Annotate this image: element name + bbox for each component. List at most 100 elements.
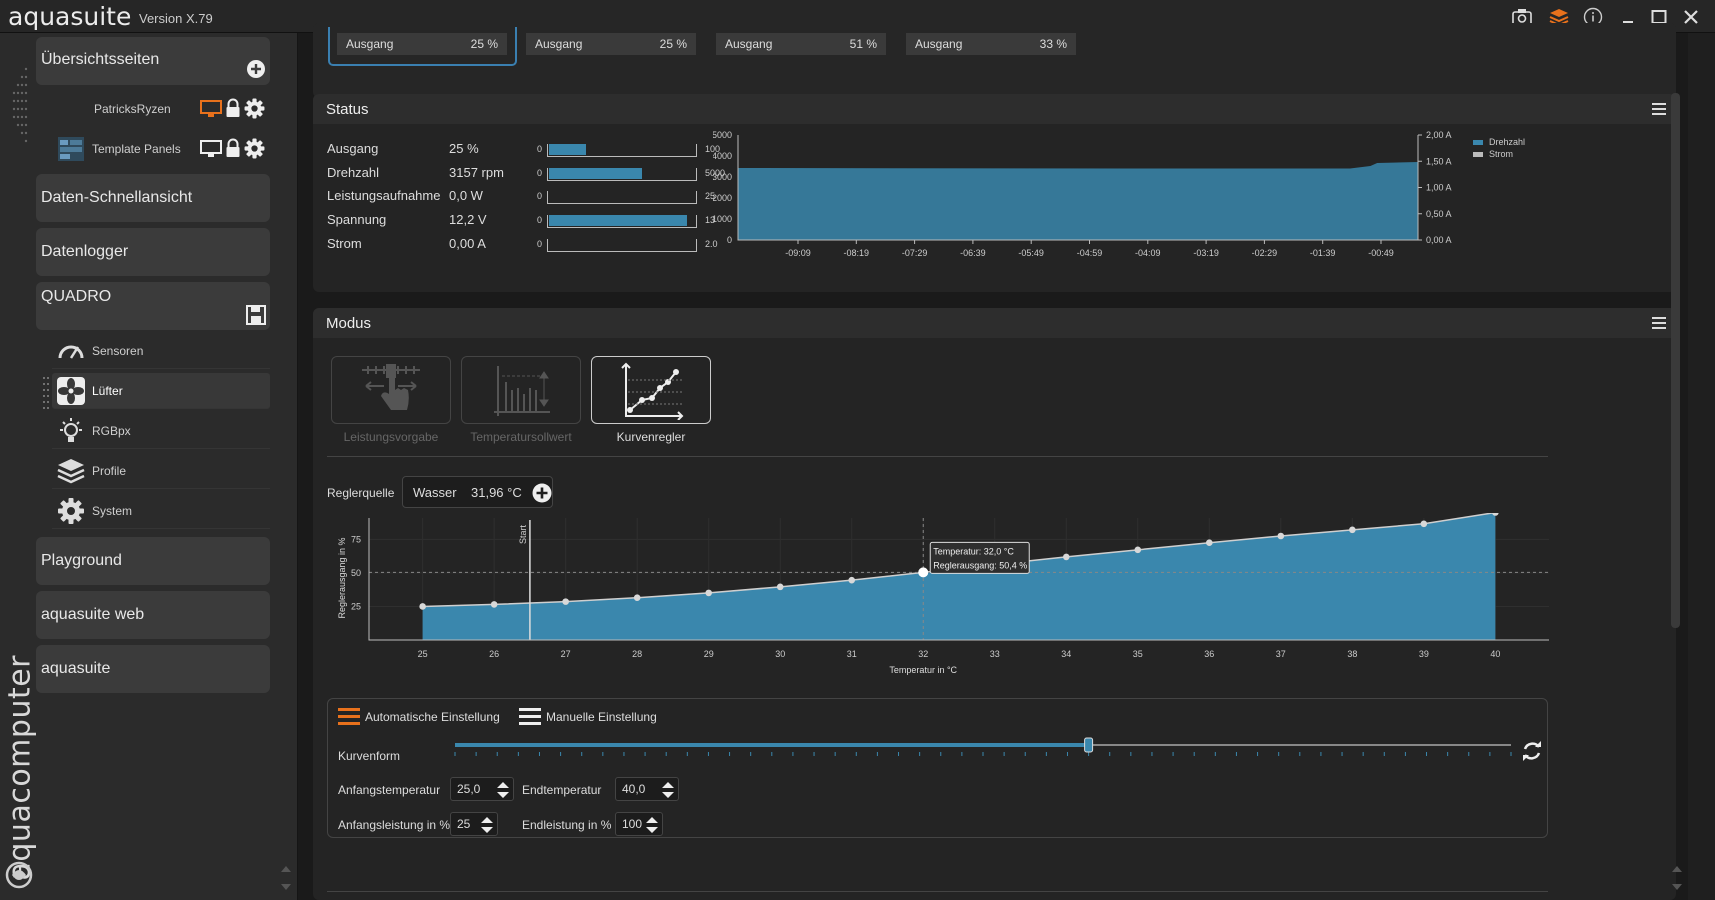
tile-2[interactable]: Ausgang 51 % bbox=[716, 33, 886, 55]
gear-icon bbox=[58, 497, 84, 524]
sidebar-item-playground[interactable]: Playground bbox=[36, 537, 270, 585]
gear-icon[interactable] bbox=[244, 138, 265, 159]
sidebar-item-profiles[interactable]: Profile bbox=[52, 453, 270, 489]
spin-arrows-icon[interactable] bbox=[661, 781, 675, 799]
sidebar-item-aquasuite-web[interactable]: aquasuite web bbox=[36, 591, 270, 639]
sidebar-item-label: aquasuite bbox=[41, 660, 111, 677]
scroll-arrows-icon[interactable] bbox=[280, 863, 292, 893]
curve-point[interactable] bbox=[1492, 513, 1499, 516]
end-power-input[interactable]: 100 bbox=[615, 812, 663, 836]
curve-point[interactable] bbox=[562, 598, 569, 605]
tile-3[interactable]: Ausgang 33 % bbox=[906, 33, 1076, 55]
auto-setting-option[interactable]: Automatische Einstellung bbox=[337, 706, 500, 728]
tile-0[interactable]: Ausgang 25 % bbox=[337, 33, 507, 55]
status-row-bar-fill bbox=[549, 144, 586, 155]
curve-area bbox=[422, 513, 1496, 640]
start-power-input[interactable]: 25 bbox=[450, 812, 498, 836]
sidebar-item-system[interactable]: System bbox=[52, 493, 270, 529]
tile-1[interactable]: Ausgang 25 % bbox=[526, 33, 696, 55]
lock-icon[interactable] bbox=[225, 138, 241, 158]
sidebar: Übersichtsseiten PatricksRyzen Template … bbox=[0, 33, 298, 900]
sidebar-item-datalogger[interactable]: Datenlogger bbox=[36, 228, 270, 276]
curve-point[interactable] bbox=[1349, 526, 1356, 534]
sidebar-item-aquasuite[interactable]: aquasuite bbox=[36, 645, 270, 693]
end-temp-label: Endtemperatur bbox=[522, 783, 602, 797]
overview-item-template-panels[interactable]: Template Panels bbox=[52, 131, 270, 167]
y2-tick-label: 0,50 A bbox=[1426, 209, 1452, 219]
value-tooltip: Temperatur: 32,0 °C Reglerausgang: 50,4 % bbox=[929, 541, 1030, 574]
tile-label: Ausgang bbox=[725, 37, 773, 51]
slider-handle[interactable] bbox=[1084, 737, 1094, 753]
sidebar-item-device[interactable]: QUADRO bbox=[36, 282, 270, 330]
main-content: Ausgang 25 % Ausgang 25 % Ausgang 51 % A… bbox=[298, 23, 1688, 900]
overview-block[interactable]: Übersichtsseiten bbox=[36, 37, 270, 85]
y-tick-label: 50 bbox=[351, 568, 361, 578]
legend-label: Strom bbox=[1489, 149, 1513, 159]
spin-arrows-icon[interactable] bbox=[496, 781, 510, 799]
start-temp-input[interactable]: 25,0 bbox=[450, 777, 514, 801]
menu-icon[interactable] bbox=[1652, 103, 1666, 115]
x-tick-label: 30 bbox=[775, 649, 785, 659]
curve-point[interactable] bbox=[1206, 539, 1213, 547]
end-temp-input[interactable]: 40,0 bbox=[615, 777, 679, 801]
curve-point[interactable] bbox=[705, 589, 712, 597]
legend-swatch bbox=[1473, 152, 1483, 157]
sidebar-item-rgbpx[interactable]: RGBpx bbox=[52, 413, 270, 449]
status-row-bar-fill bbox=[549, 215, 688, 227]
x-tick-label: -03:19 bbox=[1193, 248, 1219, 258]
add-icon[interactable] bbox=[532, 483, 552, 503]
curve-chart[interactable]: Start 25 26 27 28 29 30 31 32 33 34 35 36 37 38 39 40 25 5… bbox=[327, 513, 1557, 688]
sidebar-item-label: Profile bbox=[92, 463, 127, 478]
overview-item-patricksryzen[interactable]: PatricksRyzen bbox=[52, 91, 270, 127]
tooltip-output: Reglerausgang: 50,4 % bbox=[933, 560, 1027, 570]
tooltip-box bbox=[929, 541, 1030, 574]
sidebar-item-data-quickview[interactable]: Daten-Schnellansicht bbox=[36, 174, 270, 222]
reset-icon[interactable] bbox=[1520, 739, 1544, 763]
sidebar-item-fans[interactable]: Lüfter bbox=[52, 373, 270, 409]
curve-point[interactable] bbox=[776, 583, 784, 591]
start-temp-value: 25,0 bbox=[457, 782, 481, 796]
mode-curve-button[interactable] bbox=[591, 356, 711, 424]
y-tick-label: 2000 bbox=[713, 193, 732, 203]
status-row-value: 12,2 V bbox=[449, 212, 487, 228]
x-tick-label: 38 bbox=[1347, 649, 1357, 659]
spin-arrows-icon[interactable] bbox=[645, 816, 659, 834]
app-name: aquasuite bbox=[8, 2, 132, 31]
y-tick-label: 4000 bbox=[713, 151, 732, 161]
curve-point[interactable] bbox=[1420, 520, 1428, 528]
tile-label: Ausgang bbox=[535, 37, 583, 51]
manual-setting-option[interactable]: Manuelle Einstellung bbox=[518, 706, 657, 728]
y-axis-label: Reglerausgang in % bbox=[337, 537, 347, 618]
monitor-icon[interactable] bbox=[200, 99, 222, 119]
status-row-min: 0 bbox=[537, 215, 543, 226]
save-icon[interactable] bbox=[246, 305, 266, 325]
status-row-bar bbox=[547, 144, 697, 157]
curve-point[interactable] bbox=[918, 567, 929, 578]
mode-setpoint-button[interactable] bbox=[461, 356, 581, 424]
curve-point[interactable] bbox=[1277, 532, 1285, 540]
curve-point[interactable] bbox=[848, 576, 856, 584]
add-icon[interactable] bbox=[246, 59, 266, 79]
curve-point[interactable] bbox=[419, 603, 426, 610]
layers-icon[interactable] bbox=[1548, 6, 1570, 28]
minimize-icon[interactable] bbox=[1617, 6, 1639, 28]
lock-icon[interactable] bbox=[225, 98, 241, 118]
start-marker-label: Start bbox=[518, 524, 528, 544]
source-selector[interactable]: Wasser 31,96 °C bbox=[402, 476, 553, 508]
sidebar-item-sensors[interactable]: Sensoren bbox=[52, 333, 270, 369]
x-tick-label: 26 bbox=[489, 649, 499, 659]
close-icon[interactable] bbox=[1680, 6, 1702, 28]
scroll-arrows-icon[interactable] bbox=[1671, 863, 1683, 893]
curve-point[interactable] bbox=[490, 601, 498, 608]
curve-point[interactable] bbox=[1134, 546, 1142, 554]
monitor-icon[interactable] bbox=[200, 139, 222, 159]
menu-icon[interactable] bbox=[1652, 317, 1666, 329]
spin-arrows-icon[interactable] bbox=[480, 816, 494, 834]
curve-point[interactable] bbox=[1062, 553, 1070, 561]
curve-form-slider[interactable] bbox=[453, 735, 1517, 775]
status-row-bar bbox=[547, 167, 697, 181]
scrollbar-thumb[interactable] bbox=[1671, 93, 1680, 628]
gear-icon[interactable] bbox=[244, 98, 265, 119]
mode-power-button[interactable] bbox=[331, 356, 451, 424]
curve-point[interactable] bbox=[633, 594, 641, 602]
